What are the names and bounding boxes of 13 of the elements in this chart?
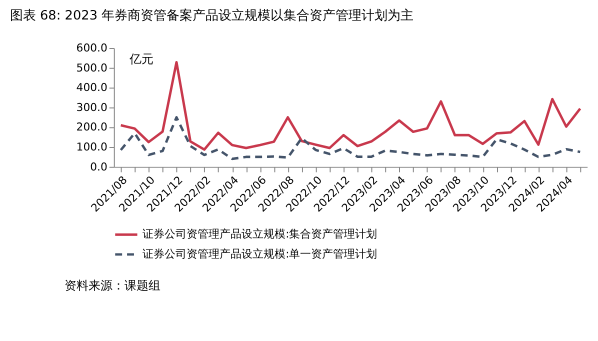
y-tick-label: 600.0: [76, 41, 108, 54]
text: 资料来源：课题组: [64, 278, 160, 293]
line-series: [120, 116, 582, 160]
y-tick-label: 500.0: [76, 61, 108, 74]
y-tick-label: 300.0: [76, 100, 108, 114]
legend-label: 证券公司资管理产品设立规模:单一资产管理计划: [142, 247, 378, 260]
legend-label: 证券公司资管理产品设立规模:集合资产管理计划: [142, 228, 378, 241]
y-tick-label: 0.0: [90, 160, 108, 174]
y-tick-label: 100.0: [76, 140, 108, 154]
chart-title: 图表 68: 2023 年券商资管备案产品设立规模以集合资产管理计划为主: [10, 7, 414, 24]
y-axis-title: 亿元: [128, 52, 154, 66]
y-tick-label: 200.0: [76, 120, 108, 134]
y-tick-label: 400.0: [76, 81, 108, 94]
